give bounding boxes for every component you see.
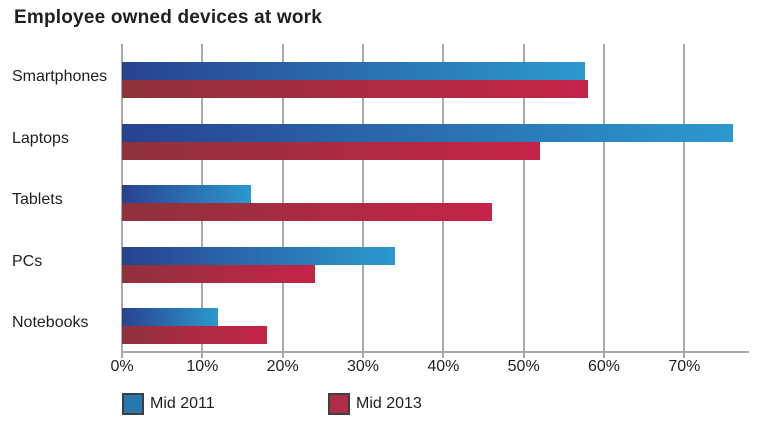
x-tick-label-10%: 10% <box>186 358 219 375</box>
x-tick-label-30%: 30% <box>346 358 380 375</box>
category-label-pcs: PCs <box>12 252 43 270</box>
x-axis-tick-20% <box>281 352 284 358</box>
legend-label-mid-2011: Mid 2011 <box>150 395 215 412</box>
x-axis-tick-60% <box>603 352 605 358</box>
legend-label-mid-2013: Mid 2013 <box>356 395 422 412</box>
smartphones-bar-mid-2013 <box>122 80 588 98</box>
x-axis-tick-30% <box>362 352 364 358</box>
notebooks-bar-mid-2013 <box>122 326 267 345</box>
notebooks-bar-mid-2011 <box>122 308 219 327</box>
category-label-tablets: Tablets <box>12 191 63 209</box>
x-axis-tick-70% <box>683 352 686 358</box>
gridline-50% <box>522 44 525 352</box>
x-tick-label-20%: 20% <box>266 358 299 375</box>
x-tick-label-50%: 50% <box>507 358 540 375</box>
smartphones-bar-mid-2011 <box>122 62 585 80</box>
category-label-smartphones: Smartphones <box>12 68 108 85</box>
legend-item-mid-2013: Mid 2013 <box>328 393 422 415</box>
x-tick-label-70%: 70% <box>668 358 701 375</box>
legend: Mid 2011 Mid 2013 <box>0 393 768 421</box>
legend-swatch-mid-2013 <box>328 393 350 415</box>
plot-area <box>121 44 747 358</box>
pcs-bar-mid-2013 <box>122 264 315 283</box>
laptops-bar-mid-2011 <box>122 123 733 142</box>
x-axis-tick-0% <box>121 352 123 358</box>
x-axis-tick-10% <box>201 352 204 358</box>
x-axis-tick-50% <box>522 352 525 358</box>
tablets-bar-mid-2011 <box>122 185 251 204</box>
laptops-bar-mid-2013 <box>122 141 540 160</box>
legend-swatch-mid-2011 <box>122 393 144 415</box>
x-tick-label-40%: 40% <box>427 358 460 375</box>
x-axis-line <box>122 351 749 353</box>
tablets-bar-mid-2013 <box>122 203 492 222</box>
gridline-30% <box>362 44 364 352</box>
x-axis-tick-labels: 0% 10% 20% 30% 40% 50% 60% 70% <box>110 358 747 378</box>
x-tick-label-60%: 60% <box>587 358 621 375</box>
category-label-laptops: Laptops <box>12 129 69 147</box>
gridline-70% <box>683 44 686 352</box>
gridline-40% <box>442 44 445 352</box>
legend-item-mid-2011: Mid 2011 <box>122 393 215 415</box>
gridline-60% <box>603 44 605 352</box>
category-label-notebooks: Notebooks <box>12 314 89 332</box>
x-axis-tick-40% <box>442 352 445 358</box>
chart-title: Employee owned devices at work <box>14 7 322 28</box>
gridline-20% <box>281 44 284 352</box>
x-tick-label-0%: 0% <box>110 358 134 375</box>
pcs-bar-mid-2011 <box>122 246 396 265</box>
